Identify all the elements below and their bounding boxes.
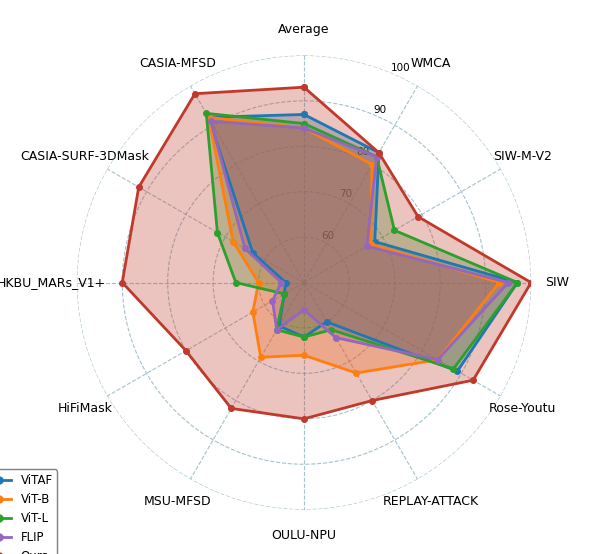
Polygon shape	[206, 114, 517, 369]
Polygon shape	[211, 121, 508, 360]
Polygon shape	[122, 87, 531, 419]
Legend: ViTAF, ViT-B, ViT-L, FLIP, Ours: ViTAF, ViT-B, ViT-L, FLIP, Ours	[0, 469, 57, 554]
Polygon shape	[209, 117, 499, 373]
Polygon shape	[209, 115, 517, 371]
